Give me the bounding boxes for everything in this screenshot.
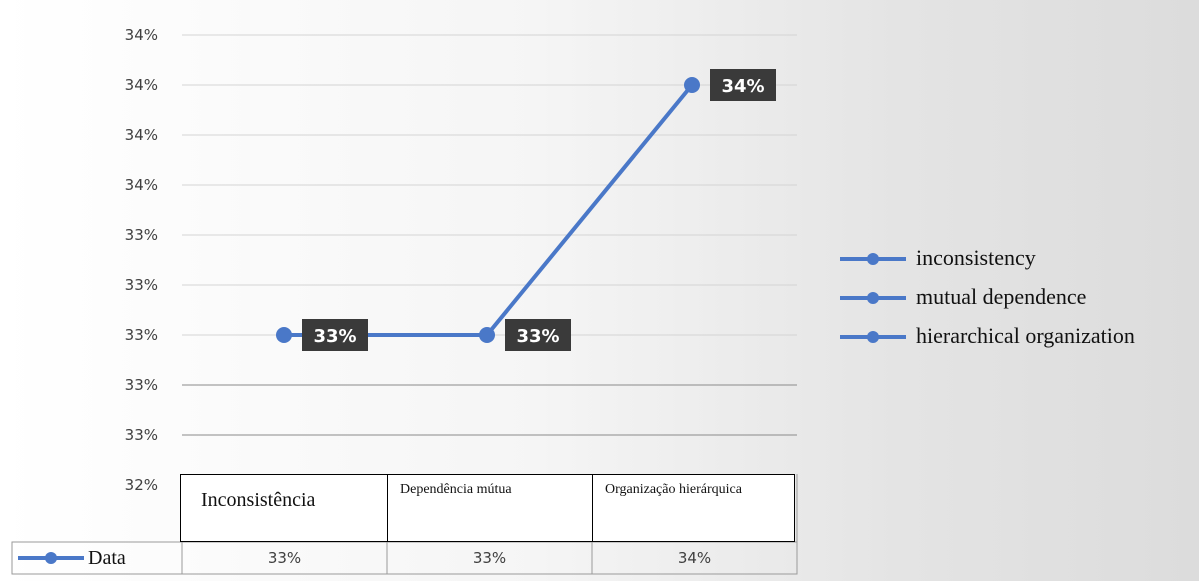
series-data: 33% 33% 34% — [276, 69, 776, 351]
y-tick-label: 33% — [125, 326, 158, 344]
y-tick-label: 33% — [125, 426, 158, 444]
y-tick-label: 33% — [125, 276, 158, 294]
legend-entry: inconsistency — [916, 245, 1036, 270]
category-label-dependencia-mutua: Dependência mútua — [387, 474, 593, 542]
y-tick-label: 34% — [125, 26, 158, 44]
data-table-row-label: Data — [88, 547, 126, 569]
series-line-data — [284, 83, 694, 337]
y-axis-tick-labels: 34% 34% 34% 34% 33% 33% 33% 33% 33% 32% — [125, 26, 158, 494]
legend-key-marker — [867, 331, 879, 343]
data-label: 33% — [313, 326, 356, 347]
data-table-cell-dependencia-mutua: 33% — [472, 549, 507, 567]
legend-key-marker — [867, 292, 879, 304]
legend: inconsistency mutual dependence hierarchic… — [840, 245, 1135, 348]
y-tick-label: 34% — [125, 176, 158, 194]
data-point-marker — [276, 327, 292, 343]
y-tick-label: 32% — [125, 476, 158, 494]
y-tick-label: 33% — [125, 226, 158, 244]
data-table-cell-inconsistencia: 33% — [267, 549, 302, 567]
data-point-marker — [684, 77, 700, 93]
y-tick-label: 34% — [125, 76, 158, 94]
data-label-background — [710, 69, 776, 101]
gridlines — [182, 34, 797, 436]
data-label-background — [505, 319, 571, 351]
legend-entry: mutual dependence — [916, 284, 1086, 309]
data-label: 33% — [516, 326, 559, 347]
data-point-marker — [479, 327, 495, 343]
data-label-background — [302, 319, 368, 351]
category-label-organizacao-hierarquica: Organização hierárquica — [592, 474, 795, 542]
data-table-cell-organizacao-hierarquica: 34% — [677, 549, 712, 567]
y-tick-label: 33% — [125, 376, 158, 394]
data-label: 34% — [721, 76, 764, 97]
legend-entry: hierarchical organization — [916, 323, 1135, 348]
y-tick-label: 34% — [125, 126, 158, 144]
category-label-inconsistencia: Inconsistência — [180, 474, 388, 542]
legend-key-marker — [867, 253, 879, 265]
data-table-legend-key-marker — [45, 552, 57, 564]
